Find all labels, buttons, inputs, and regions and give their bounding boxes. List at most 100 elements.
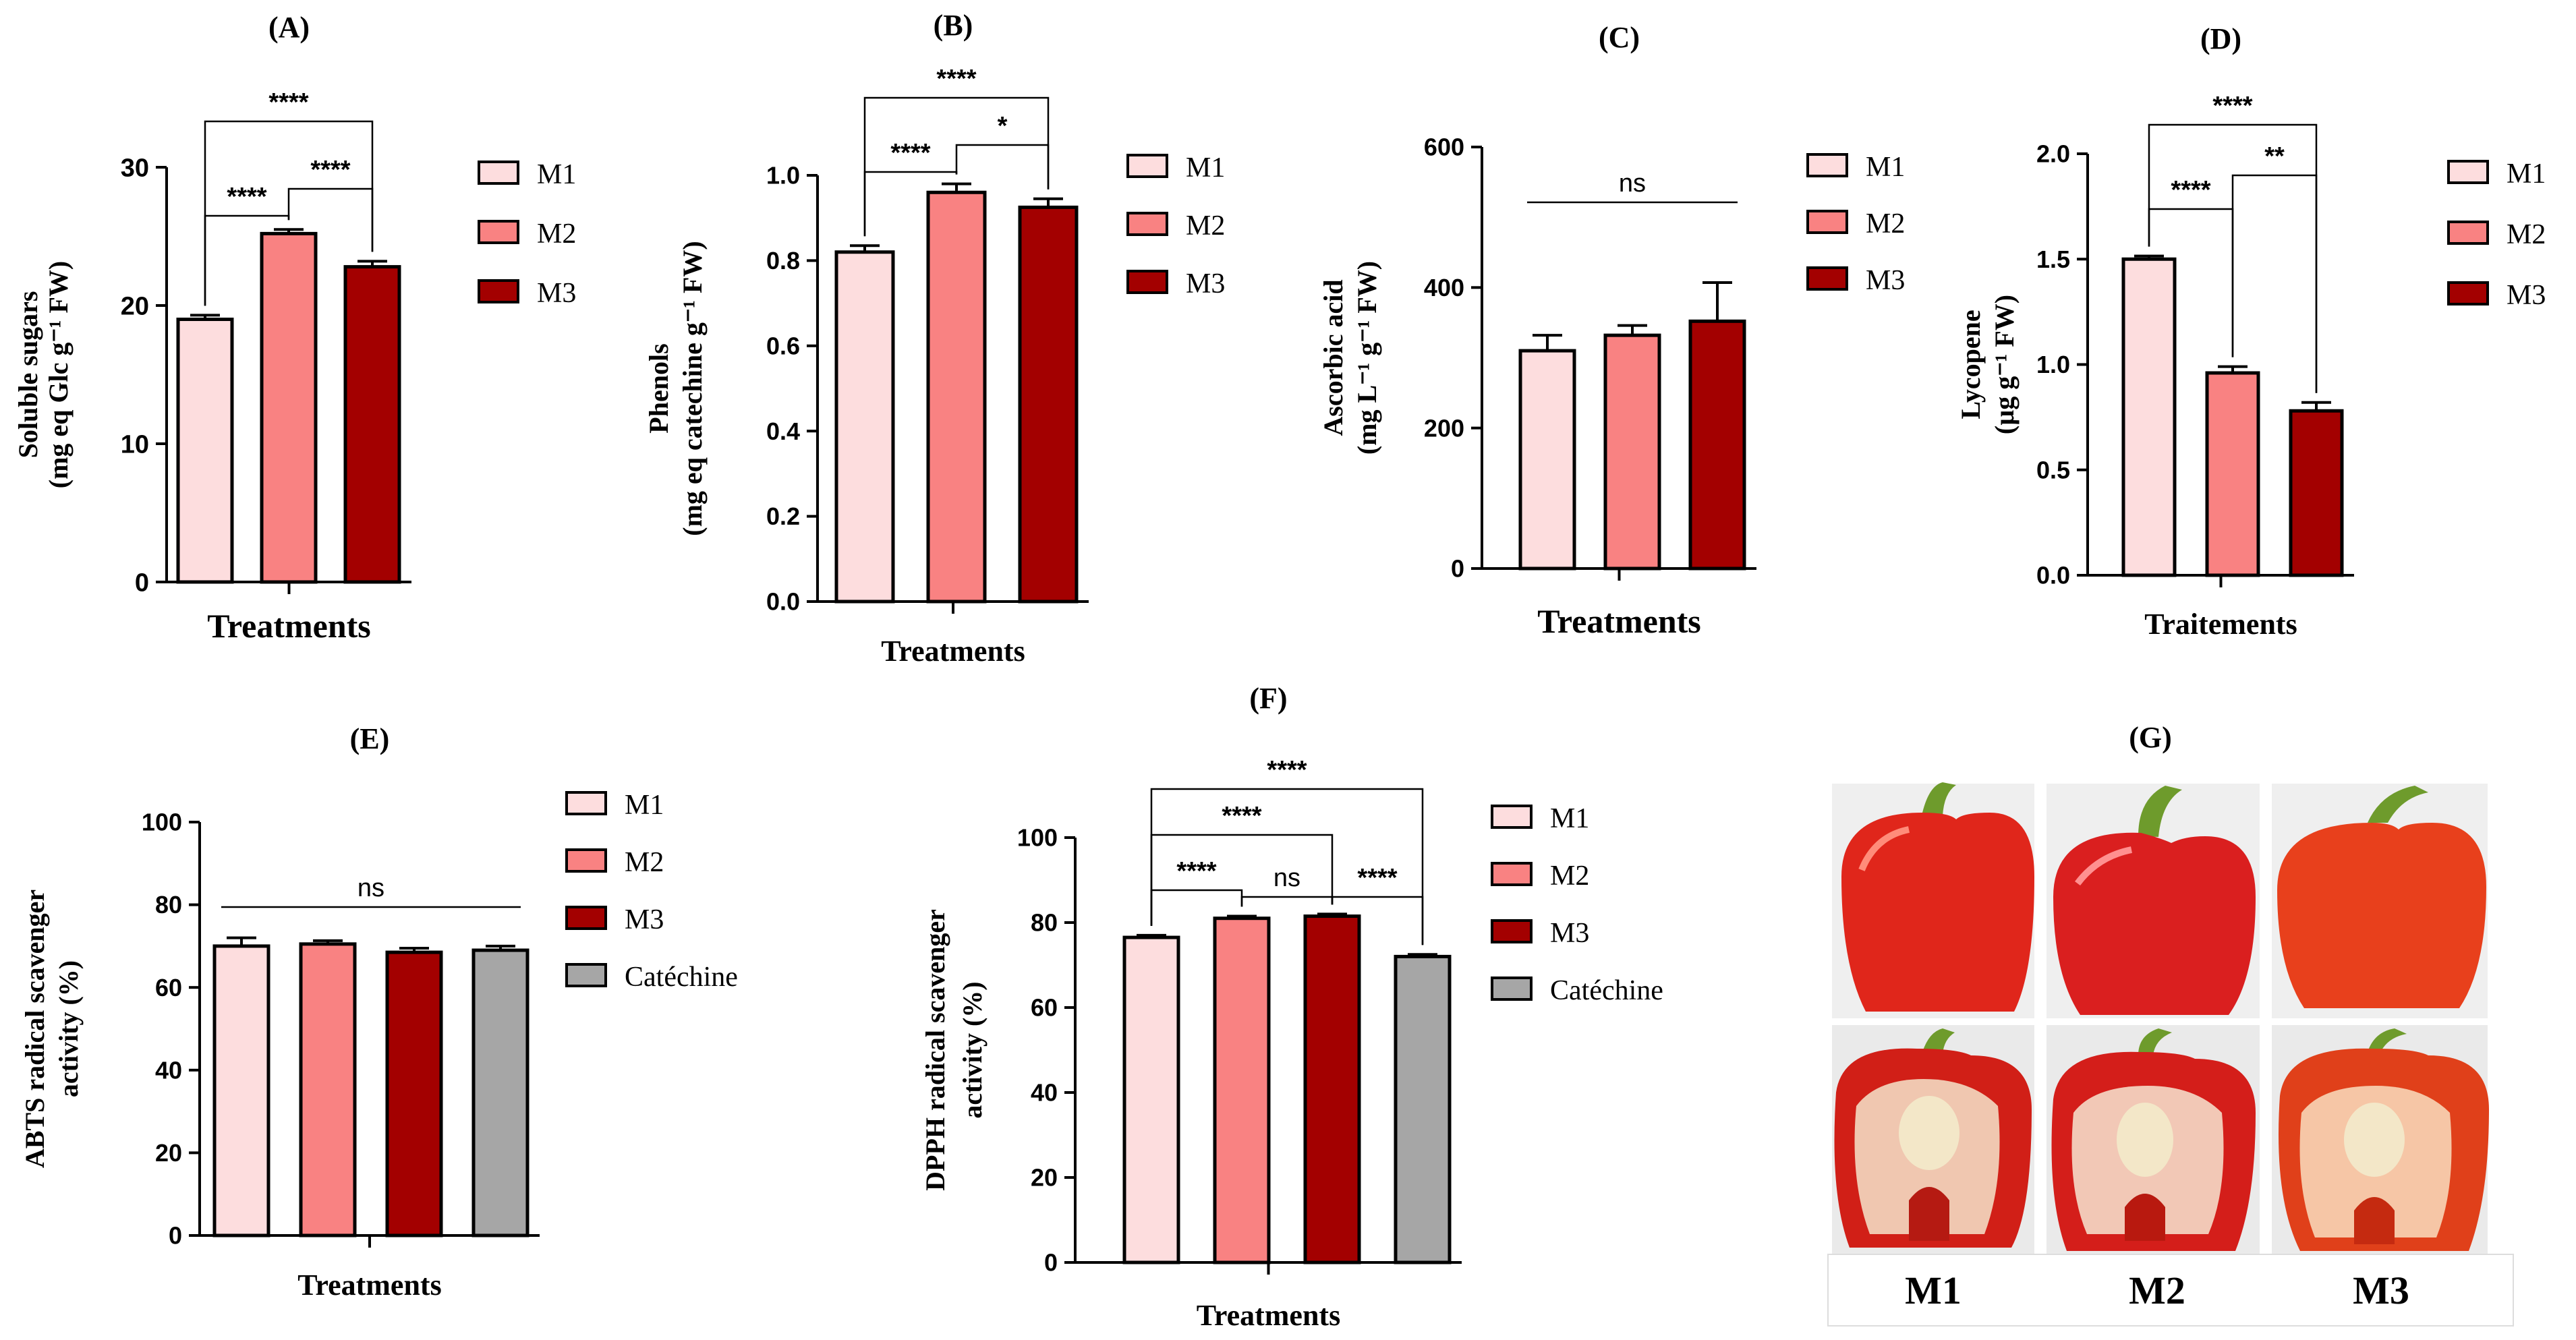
- significance-label: ****: [227, 183, 266, 211]
- bar-m2: [2205, 371, 2260, 577]
- bar-m1: [1122, 935, 1180, 1264]
- y-axis-label: (mg eq catechine g⁻¹ FW): [677, 241, 708, 535]
- chart-panel-e: (E) 0 20 40 60 80 100 ABTS radical scavenger act…: [20, 722, 738, 1302]
- bar-m1: [176, 318, 234, 584]
- y-axis-label: ABTS radical scavenger: [20, 890, 50, 1168]
- photo-label-bar: [1827, 1254, 2514, 1327]
- y-axis-label: Soluble sugars: [13, 291, 43, 459]
- photo-panel: (G): [1827, 721, 2514, 1327]
- pepper-photo-m1-cut: [1832, 1025, 2034, 1254]
- legend-label: M2: [537, 219, 576, 250]
- significance-label: ****: [2212, 92, 2252, 120]
- y-tick-label: 80: [1031, 909, 1058, 937]
- significance-label: ****: [1176, 857, 1216, 885]
- bar-m2: [260, 231, 318, 584]
- x-axis-label: Traitements: [2144, 608, 2297, 641]
- y-tick-label: 0.4: [766, 417, 800, 445]
- photo-label-m2: M2: [2129, 1269, 2185, 1312]
- y-tick-label: 20: [1031, 1164, 1058, 1192]
- legend-label: M3: [625, 904, 664, 935]
- y-tick-label: 40: [155, 1056, 182, 1084]
- panel-label-g: (G): [2129, 721, 2172, 754]
- significance-label: **: [2264, 142, 2285, 171]
- y-tick-label: 0: [169, 1222, 182, 1250]
- y-tick-label: 0.6: [766, 332, 800, 359]
- y-axis-label: activity (%): [53, 960, 84, 1097]
- chart-panel-b: (B) 0.0 0.2 0.4 0.6 0.8 1.0 Phenols (mg eq catec…: [643, 9, 1225, 668]
- significance-bracket: [2148, 123, 2318, 393]
- legend-label: M1: [1550, 803, 1589, 834]
- x-axis-label: Treatments: [1197, 1299, 1340, 1332]
- legend-label: M2: [1866, 208, 1905, 239]
- panel-label: (C): [1599, 21, 1640, 54]
- significance-bracket: [1150, 788, 1424, 945]
- legend-swatch: [565, 906, 607, 930]
- y-tick-label: 1.5: [2036, 245, 2070, 273]
- y-tick-label: 0: [135, 569, 149, 597]
- significance-label: ns: [1273, 864, 1300, 892]
- y-tick-label: 400: [1424, 274, 1464, 301]
- y-axis-label: Phenols: [643, 343, 674, 433]
- y-tick-label: 0.8: [766, 247, 800, 274]
- x-axis-label: Treatments: [207, 607, 371, 645]
- bar-catéchine: [471, 948, 529, 1237]
- bar-m3: [1018, 205, 1079, 604]
- pepper-photo-m2-whole: [2047, 784, 2260, 1018]
- bar-m3: [1688, 319, 1746, 571]
- y-tick-label: 10: [121, 430, 149, 459]
- significance-bracket: [863, 96, 1050, 237]
- y-axis-label: Ascorbic acid: [1318, 279, 1348, 436]
- y-tick-label: 100: [142, 809, 182, 836]
- y-axis-label: activity (%): [957, 981, 988, 1118]
- bar-m1: [1518, 349, 1576, 571]
- chart-panel-d: (D) 0.0 0.5 1.0 1.5 2.0 Lycopene (µg g⁻¹ FW) Tra…: [1955, 22, 2546, 641]
- bar-m2: [1213, 916, 1271, 1264]
- y-axis-label: (µg g⁻¹ FW): [1989, 295, 2020, 434]
- bar-m1: [2121, 257, 2177, 577]
- y-tick-label: 0.2: [766, 502, 800, 530]
- legend-label: M3: [537, 278, 576, 309]
- y-tick-label: 1.0: [2036, 351, 2070, 378]
- y-tick-label: 0: [1044, 1249, 1058, 1277]
- bar-m3: [385, 950, 443, 1237]
- significance-label: ****: [1222, 802, 1261, 830]
- legend-swatch: [565, 963, 607, 987]
- significance-label: ****: [1267, 756, 1307, 784]
- legend-swatch: [1491, 805, 1533, 829]
- y-tick-label: 2.0: [2036, 140, 2070, 168]
- legend-label: M1: [537, 159, 576, 190]
- pepper-photo-m3-cut: [2272, 1025, 2489, 1254]
- y-axis-label: (mg L⁻¹ g⁻¹ FW): [1352, 261, 1382, 455]
- y-axis-label: DPPH radical scavenger: [920, 909, 950, 1191]
- significance-label: ****: [890, 139, 930, 167]
- significance-bracket: [204, 120, 374, 306]
- y-tick-label: 200: [1424, 414, 1464, 442]
- panel-label: (B): [934, 9, 973, 42]
- y-tick-label: 40: [1031, 1079, 1058, 1107]
- chart-panel-c: (C) 0 200 400 600 Ascorbic acid (mg L⁻¹ g⁻¹ FW…: [1318, 21, 1905, 640]
- legend-swatch: [1126, 270, 1168, 294]
- y-tick-label: 1.0: [766, 162, 800, 190]
- significance-label: ****: [936, 65, 976, 93]
- x-axis-label: Treatments: [297, 1269, 441, 1302]
- y-tick-label: 0: [1451, 555, 1464, 583]
- chart-panels: (A) 0 10 20 30 Soluble sugars (mg eq Glc g⁻¹ F…: [13, 9, 2546, 1332]
- legend-swatch: [2447, 160, 2489, 184]
- pepper-photo-m1-whole: [1832, 782, 2034, 1018]
- legend-label: Catéchine: [1550, 975, 1663, 1006]
- y-axis-label: (mg eq Glc g⁻¹ FW): [43, 261, 74, 488]
- significance-bracket: [2231, 174, 2318, 393]
- y-tick-label: 60: [155, 974, 182, 1001]
- legend-label: Catéchine: [625, 962, 738, 993]
- bar-m3: [1303, 914, 1361, 1264]
- panel-label: (D): [2200, 22, 2241, 55]
- legend-swatch: [1491, 919, 1533, 943]
- legend-label: M1: [2507, 158, 2546, 190]
- legend-label: M1: [1866, 152, 1905, 183]
- x-axis-label: Treatments: [881, 635, 1025, 668]
- bar-m1: [834, 250, 895, 604]
- bar-catéchine: [1394, 954, 1452, 1264]
- y-tick-label: 0.0: [2036, 562, 2070, 589]
- legend-swatch: [1126, 154, 1168, 178]
